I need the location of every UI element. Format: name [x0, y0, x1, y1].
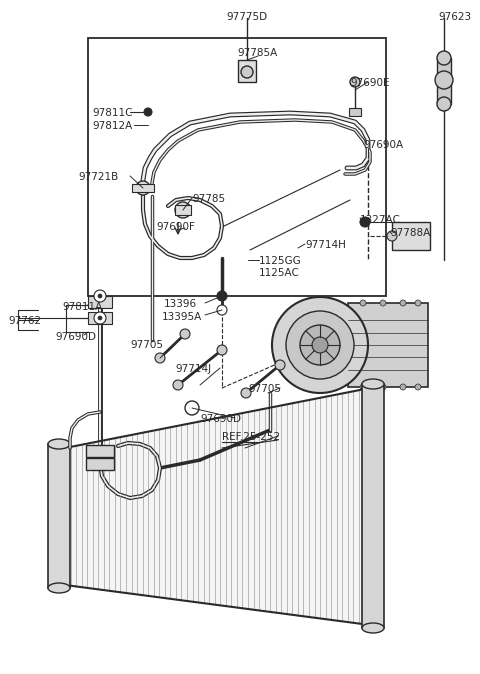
- Circle shape: [155, 353, 165, 363]
- Circle shape: [387, 231, 397, 241]
- Circle shape: [180, 329, 190, 339]
- Text: 97705: 97705: [248, 384, 281, 394]
- Circle shape: [241, 66, 253, 78]
- Circle shape: [272, 297, 368, 393]
- Bar: [437, 58, 451, 104]
- Ellipse shape: [48, 583, 70, 593]
- Text: 97690E: 97690E: [350, 78, 389, 88]
- Circle shape: [175, 202, 191, 218]
- Text: 97714H: 97714H: [305, 240, 346, 250]
- Circle shape: [380, 384, 386, 390]
- Bar: [348, 303, 428, 387]
- Text: 97785: 97785: [192, 194, 225, 204]
- Bar: [86, 458, 114, 470]
- Circle shape: [360, 217, 370, 227]
- Text: 97785A: 97785A: [238, 48, 278, 58]
- Bar: [175, 205, 191, 215]
- Bar: [88, 38, 386, 296]
- Text: 13395A: 13395A: [162, 312, 202, 322]
- Text: REF.25-252: REF.25-252: [222, 432, 280, 442]
- Polygon shape: [65, 388, 370, 625]
- Bar: [362, 384, 384, 628]
- Text: 97775D: 97775D: [227, 12, 267, 22]
- Text: 97690A: 97690A: [363, 140, 403, 150]
- Bar: [88, 312, 112, 324]
- Circle shape: [415, 384, 421, 390]
- Text: 97690F: 97690F: [156, 222, 195, 232]
- Text: 97690D: 97690D: [55, 332, 96, 342]
- Text: 97762: 97762: [8, 316, 41, 326]
- Circle shape: [241, 388, 251, 398]
- Text: 97721B: 97721B: [78, 172, 118, 182]
- Bar: [48, 444, 70, 588]
- Circle shape: [437, 97, 451, 111]
- Text: 1125GG: 1125GG: [259, 256, 302, 266]
- Bar: [132, 184, 154, 192]
- Ellipse shape: [48, 439, 70, 449]
- Circle shape: [217, 305, 227, 315]
- Text: 1327AC: 1327AC: [360, 215, 401, 225]
- Circle shape: [437, 51, 451, 65]
- Text: 97623: 97623: [438, 12, 471, 22]
- Circle shape: [275, 360, 285, 370]
- Circle shape: [415, 300, 421, 306]
- Circle shape: [360, 300, 366, 306]
- Circle shape: [217, 345, 227, 355]
- Text: 1125AC: 1125AC: [259, 268, 300, 278]
- Text: 97811C: 97811C: [92, 108, 132, 118]
- Circle shape: [286, 311, 354, 379]
- Circle shape: [217, 291, 227, 301]
- Circle shape: [173, 380, 183, 390]
- Bar: [238, 60, 256, 82]
- Circle shape: [300, 325, 340, 365]
- Circle shape: [98, 316, 102, 320]
- Circle shape: [350, 77, 360, 87]
- Circle shape: [98, 294, 102, 298]
- Bar: [86, 445, 114, 457]
- Circle shape: [144, 108, 152, 116]
- Bar: [88, 296, 112, 308]
- Ellipse shape: [362, 623, 384, 633]
- Circle shape: [94, 312, 106, 324]
- Circle shape: [185, 401, 199, 415]
- Ellipse shape: [362, 379, 384, 389]
- Text: 97788A: 97788A: [390, 228, 430, 238]
- Text: 97714J: 97714J: [175, 364, 211, 374]
- Circle shape: [400, 300, 406, 306]
- Text: 97705: 97705: [130, 340, 163, 350]
- Text: 13396: 13396: [164, 299, 197, 309]
- Text: 97690D: 97690D: [200, 414, 241, 424]
- Circle shape: [136, 181, 150, 195]
- Bar: [392, 222, 430, 250]
- Circle shape: [380, 300, 386, 306]
- Circle shape: [360, 384, 366, 390]
- Circle shape: [435, 71, 453, 89]
- Text: 97812A: 97812A: [92, 121, 132, 131]
- Circle shape: [312, 337, 328, 353]
- Bar: [349, 108, 361, 116]
- Text: 97811A: 97811A: [62, 302, 102, 312]
- Circle shape: [94, 290, 106, 302]
- Circle shape: [400, 384, 406, 390]
